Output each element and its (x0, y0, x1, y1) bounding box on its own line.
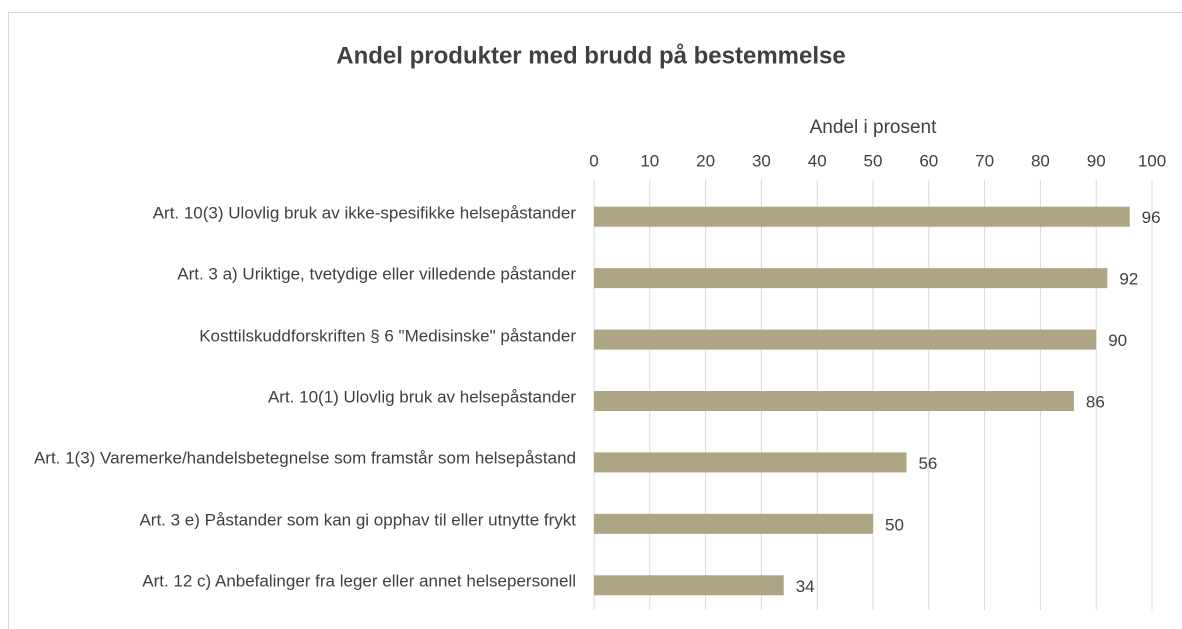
x-tick-label: 20 (696, 151, 715, 170)
x-tick-label: 50 (864, 151, 883, 170)
value-label: 34 (796, 577, 815, 596)
category-label: Art. 1(3) Varemerke/handelsbetegnelse so… (33, 448, 576, 468)
category-label: Art. 10(3) Ulovlig bruk av ikke-spesifik… (152, 203, 576, 223)
category-label: Art. 3 a) Uriktige, tvetydige eller vill… (177, 264, 576, 284)
category-label: Art. 10(1) Ulovlig bruk av helsepåstande… (267, 387, 576, 407)
chart-title: Andel produkter med brudd på bestemmelse (336, 42, 845, 69)
bar (594, 206, 1130, 227)
category-label: Kosttilskuddforskriften § 6 "Medisinske"… (199, 326, 576, 346)
value-label: 56 (918, 454, 937, 473)
x-tick-label: 40 (808, 151, 827, 170)
value-label: 92 (1119, 270, 1138, 289)
category-label: Art. 3 e) Påstander som kan gi opphav ti… (139, 510, 576, 530)
value-label: 90 (1108, 331, 1127, 350)
bar (594, 452, 907, 473)
x-tick-label: 80 (1031, 151, 1050, 170)
x-tick-label: 10 (640, 151, 659, 170)
value-label: 86 (1086, 392, 1105, 411)
bar (594, 391, 1074, 411)
bar (594, 575, 784, 596)
x-tick-label: 30 (752, 151, 771, 170)
chart-border (8, 12, 1182, 629)
value-label: 96 (1142, 208, 1161, 227)
value-label: 50 (885, 515, 904, 534)
bar (594, 268, 1108, 289)
x-tick-label: 100 (1138, 151, 1166, 170)
x-tick-label: 60 (919, 151, 938, 170)
bar (594, 329, 1097, 350)
category-label: Art. 12 c) Anbefalinger fra leger eller … (142, 571, 576, 591)
axis-title: Andel i prosent (810, 117, 937, 138)
x-tick-label: 70 (975, 151, 994, 170)
x-tick-label: 0 (589, 151, 598, 170)
bar (594, 513, 873, 534)
x-tick-label: 90 (1087, 151, 1106, 170)
